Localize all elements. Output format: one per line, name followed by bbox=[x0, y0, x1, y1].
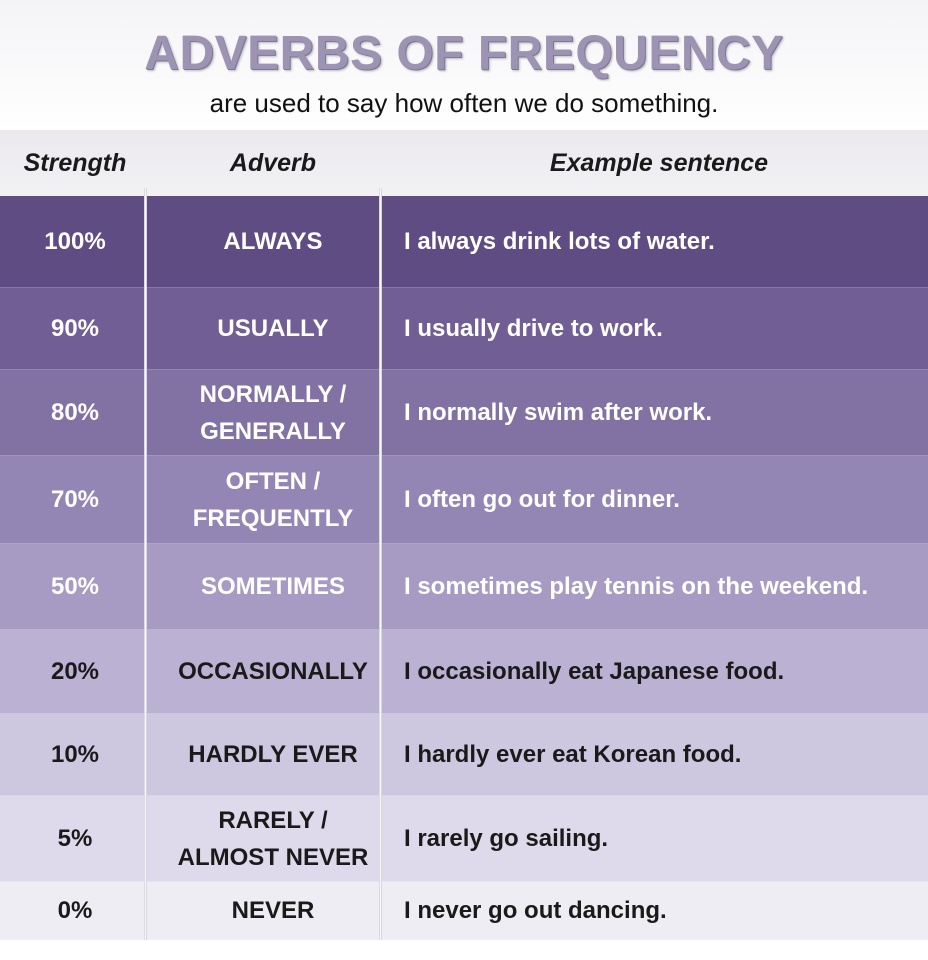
example-cell: I normally swim after work. bbox=[404, 398, 713, 426]
example-cell: I usually drive to work. bbox=[404, 314, 663, 342]
page-title: ADVERBS OF FREQUENCY bbox=[144, 27, 784, 80]
adverb-cell: SOMETIMES bbox=[200, 573, 345, 600]
strength-cell: 10% bbox=[50, 740, 100, 768]
table-row: 50% SOMETIMES I sometimes play tennis on t… bbox=[0, 544, 928, 630]
table-row: 100% ALWAYS I always drink lots of water. bbox=[0, 196, 928, 288]
example-cell: I hardly ever eat Korean food. bbox=[404, 740, 742, 768]
adverb-cell: HARDLY EVER bbox=[188, 741, 358, 768]
header-example: Example sentence bbox=[549, 149, 769, 177]
strength-cell: 50% bbox=[50, 572, 100, 600]
adverb-cell: ALWAYS bbox=[223, 228, 323, 255]
column-divider bbox=[379, 188, 382, 940]
example-cell: I sometimes play tennis on the weekend. bbox=[404, 572, 869, 600]
table-row: 10% HARDLY EVER I hardly ever eat Korean f… bbox=[0, 714, 928, 796]
bottom-margin bbox=[0, 940, 928, 960]
example-cell: I never go out dancing. bbox=[404, 896, 667, 924]
adverb-cell: NORMALLY / GENERALLY bbox=[199, 380, 347, 445]
example-cell: I rarely go sailing. bbox=[404, 824, 609, 852]
strength-cell: 70% bbox=[50, 485, 100, 513]
strength-cell: 90% bbox=[50, 314, 100, 342]
example-cell: I always drink lots of water. bbox=[404, 227, 715, 255]
strength-cell: 0% bbox=[57, 896, 93, 924]
table-row: 70% OFTEN / FREQUENTLY I often go out for … bbox=[0, 456, 928, 544]
header-adverb: Adverb bbox=[229, 149, 317, 177]
table-row: 0% NEVER I never go out dancing. bbox=[0, 882, 928, 940]
table-row: 20% OCCASIONALLY I occasionally eat Japane… bbox=[0, 630, 928, 714]
table-row: 90% USUALLY I usually drive to work. bbox=[0, 288, 928, 370]
adverb-cell: OCCASIONALLY bbox=[178, 658, 368, 685]
adverb-cell: RARELY / ALMOST NEVER bbox=[177, 806, 369, 871]
page-subtitle: are used to say how often we do somethin… bbox=[209, 88, 719, 118]
strength-cell: 100% bbox=[44, 227, 106, 255]
header-strength: Strength bbox=[23, 149, 127, 177]
adverb-cell: USUALLY bbox=[217, 315, 329, 342]
strength-cell: 5% bbox=[57, 824, 93, 852]
strength-cell: 20% bbox=[50, 657, 100, 685]
column-divider bbox=[144, 188, 147, 940]
strength-cell: 80% bbox=[50, 398, 100, 426]
adverb-cell: NEVER bbox=[231, 897, 315, 924]
table-row: 5% RARELY / ALMOST NEVER I rarely go saili… bbox=[0, 796, 928, 882]
example-cell: I occasionally eat Japanese food. bbox=[404, 657, 785, 685]
adverb-cell: OFTEN / FREQUENTLY bbox=[192, 467, 354, 532]
table-header: Strength Adverb Example sentence bbox=[0, 130, 928, 196]
table-row: 80% NORMALLY / GENERALLY I normally swim a… bbox=[0, 370, 928, 456]
example-cell: I often go out for dinner. bbox=[404, 485, 680, 513]
